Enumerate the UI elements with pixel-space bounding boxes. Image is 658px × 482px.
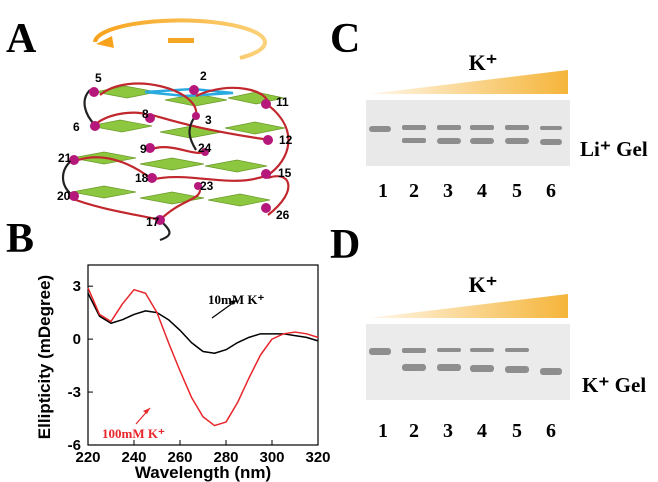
strand-label: 2 (200, 69, 207, 83)
x-tick-label: 320 (305, 449, 330, 466)
strand-label: 18 (135, 171, 149, 185)
series-line (88, 288, 318, 426)
strand-label: 17 (146, 215, 160, 229)
strand-label: 21 (58, 151, 72, 165)
strand-label: 5 (95, 71, 102, 85)
lane-label: 4 (477, 420, 487, 442)
gel-d: K⁺ K⁺ Gel 1 2 3 4 5 6 (366, 272, 646, 442)
y-tick-label: 0 (73, 331, 81, 348)
ion-label: K⁺ (469, 50, 498, 75)
strand-label: 3 (205, 113, 212, 127)
strand-label: 26 (276, 208, 290, 222)
panel-label: A (6, 16, 37, 62)
lane-label: 1 (378, 420, 388, 442)
lane-label: 4 (477, 180, 487, 202)
strand-label: 23 (200, 179, 214, 193)
strand-label: 24 (198, 141, 212, 155)
y-axis-label: Ellipticity (mDegree) (35, 275, 54, 439)
gel-label: K⁺ Gel (582, 373, 646, 397)
strand-label: 9 (140, 142, 147, 156)
ion-label: K⁺ (469, 272, 498, 297)
panel-label: D (330, 222, 360, 268)
gel-c: K⁺ Li⁺ Gel 1 2 3 4 5 6 (366, 50, 648, 202)
lane-label: 2 (409, 420, 419, 442)
strand-label: 8 (142, 107, 149, 121)
lane-label: 3 (443, 420, 453, 442)
x-tick-label: 280 (213, 449, 238, 466)
panel-label: C (330, 16, 360, 62)
strand-label: 6 (73, 120, 80, 134)
g-quadruplex-diagram: 5 2 11 8 3 6 12 9 24 21 18 15 20 23 17 2… (57, 20, 293, 240)
x-tick-label: 240 (121, 449, 146, 466)
series-annotation: 100mM K⁺ (102, 426, 165, 441)
x-tick-label: 300 (259, 449, 284, 466)
lane-label: 3 (443, 180, 453, 202)
strand-label: 20 (57, 189, 71, 203)
y-tick-label: -3 (68, 384, 81, 401)
x-axis-label: Wavelength (nm) (135, 463, 271, 482)
series-annotation: 10mM K⁺ (208, 292, 264, 307)
strand-label: 11 (276, 95, 289, 109)
panel-label: B (6, 216, 34, 262)
plot-frame (88, 265, 318, 445)
strand-label: 15 (278, 166, 292, 180)
lane-label: 2 (409, 180, 419, 202)
lane-label: 5 (512, 420, 522, 442)
x-tick-label: 260 (167, 449, 192, 466)
lane-label: 6 (546, 420, 556, 442)
figure: A B C D 5 (0, 0, 658, 482)
y-tick-label: -6 (68, 437, 81, 454)
lane-label: 1 (378, 180, 388, 202)
series-line (88, 293, 318, 353)
cd-spectrum: Wavelength (nm) Ellipticity (mDegree) 10… (35, 265, 331, 482)
lane-label: 6 (546, 180, 556, 202)
gel-label: Li⁺ Gel (580, 137, 648, 161)
y-tick-label: 3 (73, 278, 81, 295)
lane-label: 5 (512, 180, 522, 202)
strand-label: 12 (279, 133, 293, 147)
